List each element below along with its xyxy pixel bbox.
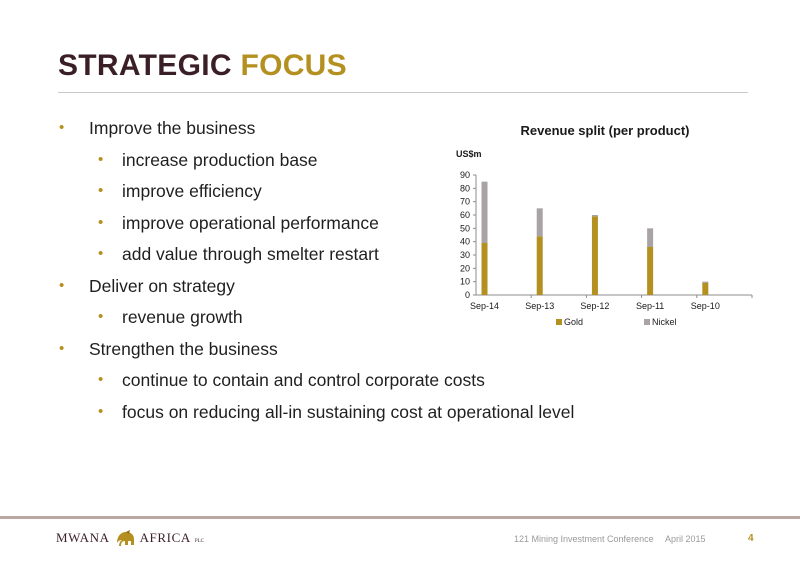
y-tick-label: 40 (460, 237, 470, 247)
bullet-dot-icon: • (98, 245, 104, 262)
sub-bullet-item: • improve efficiency (56, 178, 574, 210)
y-tick-label: 20 (460, 263, 470, 273)
bullet-list: • Improve the business • increase productio… (56, 115, 574, 430)
bar-gold (481, 243, 488, 295)
bullet-dot-icon: • (98, 150, 104, 168)
bar-nickel (591, 215, 598, 217)
bar-nickel (702, 281, 709, 283)
slide-title: STRATEGIC FOCUS (58, 49, 347, 83)
bullet-text: add value through smelter restart (122, 244, 379, 264)
x-tick-label: Sep-14 (470, 301, 499, 311)
revenue-chart: 0 10 20 30 40 50 60 70 80 90 Sep-14 Sep-13 Sep-12 Sep… (440, 115, 770, 340)
bullet-text: improve efficiency (122, 181, 262, 201)
bullet-text: continue to contain and control corporat… (122, 370, 485, 390)
y-tick-label: 80 (460, 183, 470, 193)
footer-conference: 121 Mining Investment Conference (514, 534, 654, 544)
bullet-text: Deliver on strategy (89, 275, 235, 296)
title-divider (58, 92, 748, 93)
y-tick-label: 60 (460, 210, 470, 220)
sub-bullet-item: • increase production base (56, 147, 574, 179)
y-tick-label: 0 (465, 290, 470, 300)
y-tick-label: 30 (460, 250, 470, 260)
bar-gold (536, 236, 543, 295)
bullet-text: increase production base (122, 149, 318, 170)
bar-gold (647, 247, 654, 295)
bullet-dot-icon: • (98, 213, 104, 231)
bullet-dot-icon: • (98, 182, 104, 199)
sub-bullet-item: • improve operational performance (56, 210, 574, 242)
bar-nickel (647, 228, 654, 247)
x-tick-label: Sep-11 (636, 301, 664, 311)
sub-bullet-item: • focus on reducing all-in sustaining cos… (56, 399, 574, 431)
legend-swatch-nickel (644, 319, 650, 325)
bar-gold (702, 283, 709, 295)
bar-gold (591, 216, 598, 295)
y-tick-label: 10 (460, 277, 470, 287)
y-tick-label: 90 (460, 170, 470, 180)
sub-bullet-item: • revenue growth (56, 304, 574, 336)
logo-text-mwana: MWANA (56, 530, 110, 545)
footer-divider (0, 516, 800, 519)
bar-nickel (536, 208, 543, 237)
logo-text-africa: AFRICA (139, 530, 191, 545)
footer-date: April 2015 (665, 534, 706, 544)
elephant-icon (116, 530, 134, 546)
chart-canvas: 0 10 20 30 40 50 60 70 80 90 Sep-14 Sep-13 Sep-12 Sep… (460, 170, 753, 327)
bullet-text: Strengthen the business (89, 338, 278, 359)
bullet-text: focus on reducing all-in sustaining cost… (122, 401, 575, 422)
chart-unit-label: US$m (456, 149, 482, 159)
bullet-text: improve operational performance (122, 212, 379, 233)
page-number: 4 (748, 533, 754, 544)
sub-bullet-item: • continue to contain and control corpora… (56, 367, 574, 399)
bullet-dot-icon: • (59, 339, 65, 357)
bullet-dot-icon: • (59, 276, 65, 294)
sub-bullet-item: • add value through smelter restart (56, 241, 574, 273)
legend-label-nickel: Nickel (652, 317, 677, 327)
bullet-dot-icon: • (59, 119, 65, 136)
bullet-text: revenue growth (122, 307, 243, 327)
company-logo: MWANA AFRICA PLC (56, 528, 204, 548)
y-tick-label: 50 (460, 223, 470, 233)
bullet-text: Improve the business (89, 118, 256, 138)
title-word-focus: FOCUS (240, 49, 347, 82)
x-tick-label: Sep-13 (525, 301, 554, 311)
x-tick-label: Sep-12 (580, 301, 609, 311)
bullet-item: • Strengthen the business (56, 336, 574, 368)
x-tick-label: Sep-10 (691, 301, 720, 311)
bar-nickel (481, 181, 488, 243)
y-tick-label: 70 (460, 197, 470, 207)
legend-label-gold: Gold (564, 317, 583, 327)
legend-swatch-gold (556, 319, 562, 325)
title-word-strategic: STRATEGIC (58, 49, 232, 82)
bullet-dot-icon: • (98, 402, 104, 420)
chart-title: Revenue split (per product) (520, 123, 690, 138)
bullet-dot-icon: • (98, 308, 104, 325)
bullet-item: • Improve the business (56, 115, 574, 147)
bullet-dot-icon: • (98, 371, 104, 388)
logo-suffix: PLC (194, 538, 205, 544)
bullet-item: • Deliver on strategy (56, 273, 574, 305)
